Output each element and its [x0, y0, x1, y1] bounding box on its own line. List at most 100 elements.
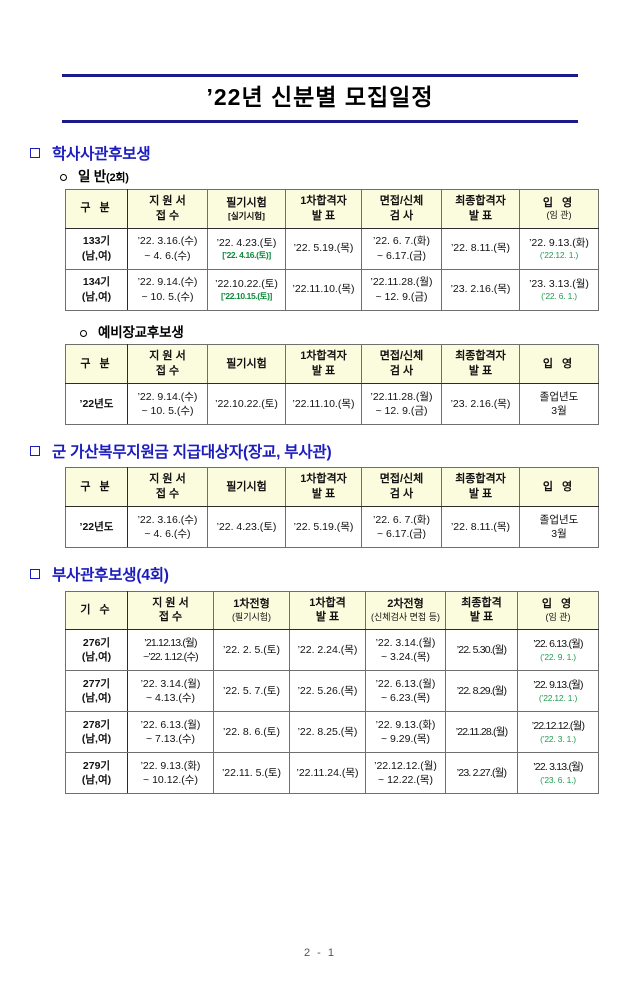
- cell-division: 134기 (남,여): [65, 268, 128, 311]
- table-row: ’22년도 ’22. 3.16.(수) ~ 4. 6.(수) ’22. 4.23…: [65, 506, 599, 549]
- subsection-heading-reserve-officer: 예비장교후보생: [0, 325, 640, 342]
- table-header-row: 구 분 지 원 서 접 수 필기시험 [실기시험] 1차합격자 발 표 면접/신…: [65, 188, 599, 229]
- col-header-division: 구 분: [65, 344, 128, 385]
- cell-application: ’22. 9.14.(수) ~ 10. 5.(수): [127, 268, 208, 311]
- cell-written-exam: ’22.10.22.(토): [207, 383, 286, 426]
- cell-first-pass: ’22. 5.19.(목): [285, 227, 362, 270]
- col-header-division: 구 분: [65, 188, 128, 229]
- table-row: 278기 (남,여) ’22. 6.13.(월) ~ 7.13.(수) ’22.…: [65, 711, 599, 754]
- col-header-application: 지 원 서 접 수: [127, 467, 208, 508]
- schedule-table-reserve-officer: 구 분 지 원 서 접 수 필기시험 1차합격자 발 표 면접/신체 검 사: [65, 344, 599, 426]
- title-rule-bottom: [62, 119, 578, 123]
- col-header-final-pass: 최종합격 발 표: [445, 590, 518, 631]
- cell-first-pass: ’22. 2.24.(목): [289, 629, 366, 672]
- col-header-interview-physical: 면접/신체 검 사: [361, 344, 442, 385]
- cell-enlistment: ’22. 9.13.(월) (’22.12. 1.): [517, 670, 599, 713]
- cell-enlistment: ’22. 3.13.(월) (’23. 6. 1.): [517, 752, 599, 795]
- cell-final-pass: ’23. 2.16.(목): [441, 268, 520, 311]
- schedule-table-bachelor-general: 구 분 지 원 서 접 수 필기시험 [실기시험] 1차합격자 발 표 면접/신…: [65, 188, 599, 311]
- cell-final-pass: ’23. 2.27.(월): [445, 752, 518, 795]
- cell-division: 133기 (남,여): [65, 227, 128, 270]
- cell-enlistment: 졸업년도 3월: [519, 506, 599, 549]
- cell-first-pass: ’22.11.10.(목): [285, 268, 362, 311]
- table-row: 276기 (남,여) ’21.12.13.(월) ~’22. 1.12.(수) …: [65, 629, 599, 672]
- table-row: 133기 (남,여) ’22. 3.16.(수) ~ 4. 6.(수) ’22.…: [65, 227, 599, 270]
- page-title: ’22년 신분별 모집일정: [206, 84, 434, 110]
- cell-application: ’22. 3.14.(월) ~ 4.13.(수): [127, 670, 214, 713]
- cell-written-exam: ’22. 4.23.(토): [207, 506, 286, 549]
- cell-first-pass: ’22. 5.19.(목): [285, 506, 362, 549]
- section-heading-label: 학사사관후보생: [52, 145, 151, 163]
- square-bullet-icon: [30, 446, 40, 457]
- cell-division: ’22년도: [65, 383, 128, 426]
- cell-application: ’22. 3.16.(수) ~ 4. 6.(수): [127, 506, 208, 549]
- col-header-division: 구 분: [65, 467, 128, 508]
- col-header-interview-physical: 면접/신체 검 사: [361, 467, 442, 508]
- table-row: 277기 (남,여) ’22. 3.14.(월) ~ 4.13.(수) ’22.…: [65, 670, 599, 713]
- subsection-count: (2회): [106, 171, 129, 184]
- cell-enlistment: ’22.12.12.(월) (’22. 3. 1.): [517, 711, 599, 754]
- schedule-table-nco-candidate: 기 수 지 원 서 접 수 1차전형 (필기시험) 1차합격 발 표 2차전형: [65, 590, 599, 795]
- cell-first-pass: ’22. 5.26.(목): [289, 670, 366, 713]
- col-header-first-selection: 1차전형 (필기시험): [213, 590, 290, 631]
- cell-first-selection: ’22.11. 5.(토): [213, 752, 290, 795]
- cell-interview-physical: ’22. 6. 7.(화) ~ 6.17.(금): [361, 506, 442, 549]
- circle-bullet-icon: [80, 329, 87, 337]
- cell-written-exam: ’22. 4.23.(토) [’22. 4.16.(토)]: [207, 227, 286, 270]
- section-heading-label: 부사관후보생(4회): [52, 567, 169, 585]
- cell-first-pass: ’22.11.10.(목): [285, 383, 362, 426]
- cell-application: ’21.12.13.(월) ~’22. 1.12.(수): [127, 629, 214, 672]
- col-header-written-exam: 필기시험 [실기시험]: [207, 188, 286, 229]
- subsection-label: 예비장교후보생: [98, 324, 184, 340]
- col-header-final-pass: 최종합격자 발 표: [441, 467, 520, 508]
- cell-application: ’22. 3.16.(수) ~ 4. 6.(수): [127, 227, 208, 270]
- cell-class-number: 276기 (남,여): [65, 629, 128, 672]
- cell-final-pass: ’22. 5.30.(월): [445, 629, 518, 672]
- cell-interview-physical: ’22. 6. 7.(화) ~ 6.17.(금): [361, 227, 442, 270]
- table-row: 279기 (남,여) ’22. 9.13.(화) ~ 10.12.(수) ’22…: [65, 752, 599, 795]
- section-heading-nco-candidate: 부사관후보생(4회): [0, 566, 640, 585]
- col-header-application: 지 원 서 접 수: [127, 188, 208, 229]
- square-bullet-icon: [30, 569, 40, 580]
- cell-enlistment: ’23. 3.13.(월) (’22. 6. 1.): [519, 268, 599, 311]
- cell-class-number: 277기 (남,여): [65, 670, 128, 713]
- cell-final-pass: ’22.11.28.(월): [445, 711, 518, 754]
- col-header-enlistment: 입 영 (임 관): [517, 590, 599, 631]
- title-block: ’22년 신분별 모집일정: [62, 74, 578, 123]
- col-header-class-number: 기 수: [65, 590, 128, 631]
- cell-interview-physical: ’22.11.28.(월) ~ 12. 9.(금): [361, 268, 442, 311]
- table-row: 134기 (남,여) ’22. 9.14.(수) ~ 10. 5.(수) ’22…: [65, 268, 599, 311]
- cell-interview-physical: ’22.11.28.(월) ~ 12. 9.(금): [361, 383, 442, 426]
- cell-second-selection: ’22. 9.13.(화) ~ 9.29.(목): [365, 711, 446, 754]
- table-header-row: 구 분 지 원 서 접 수 필기시험 1차합격자 발 표 면접/신체 검 사: [65, 467, 599, 508]
- cell-application: ’22. 9.14.(수) ~ 10. 5.(수): [127, 383, 208, 426]
- cell-first-selection: ’22. 2. 5.(토): [213, 629, 290, 672]
- col-header-first-pass: 1차합격 발 표: [289, 590, 366, 631]
- cell-first-selection: ’22. 8. 6.(토): [213, 711, 290, 754]
- cell-second-selection: ’22. 6.13.(월) ~ 6.23.(목): [365, 670, 446, 713]
- col-header-second-selection: 2차전형 (신체검사 면접 등): [365, 590, 446, 631]
- cell-enlistment: ’22. 6.13.(월) (’22. 9. 1.): [517, 629, 599, 672]
- col-header-application: 지 원 서 접 수: [127, 590, 214, 631]
- cell-final-pass: ’23. 2.16.(목): [441, 383, 520, 426]
- col-header-final-pass: 최종합격자 발 표: [441, 188, 520, 229]
- section-heading-military-subsidy: 군 가산복무지원금 지급대상자(장교, 부사관): [0, 443, 640, 462]
- page-footer: 2 - 1: [303, 947, 336, 959]
- cell-division: ’22년도: [65, 506, 128, 549]
- col-header-enlistment: 입 영: [519, 344, 599, 385]
- title-rule-top: [62, 74, 578, 77]
- col-header-application: 지 원 서 접 수: [127, 344, 208, 385]
- cell-final-pass: ’22. 8.29.(월): [445, 670, 518, 713]
- cell-application: ’22. 9.13.(화) ~ 10.12.(수): [127, 752, 214, 795]
- cell-final-pass: ’22. 8.11.(목): [441, 506, 520, 549]
- cell-first-pass: ’22.11.24.(목): [289, 752, 366, 795]
- subsection-label: 일 반: [78, 168, 106, 184]
- col-header-first-pass: 1차합격자 발 표: [285, 344, 362, 385]
- section-heading-bachelor-officer: 학사사관후보생: [0, 145, 640, 164]
- col-header-first-pass: 1차합격자 발 표: [285, 188, 362, 229]
- document-page: ’22년 신분별 모집일정 학사사관후보생 일 반(2회) 구 분 지 원 서 …: [0, 74, 640, 981]
- schedule-table-military-subsidy: 구 분 지 원 서 접 수 필기시험 1차합격자 발 표 면접/신체 검 사: [65, 467, 599, 549]
- table-header-row: 구 분 지 원 서 접 수 필기시험 1차합격자 발 표 면접/신체 검 사: [65, 344, 599, 385]
- table-row: ’22년도 ’22. 9.14.(수) ~ 10. 5.(수) ’22.10.2…: [65, 383, 599, 426]
- table-header-row: 기 수 지 원 서 접 수 1차전형 (필기시험) 1차합격 발 표 2차전형: [65, 590, 599, 631]
